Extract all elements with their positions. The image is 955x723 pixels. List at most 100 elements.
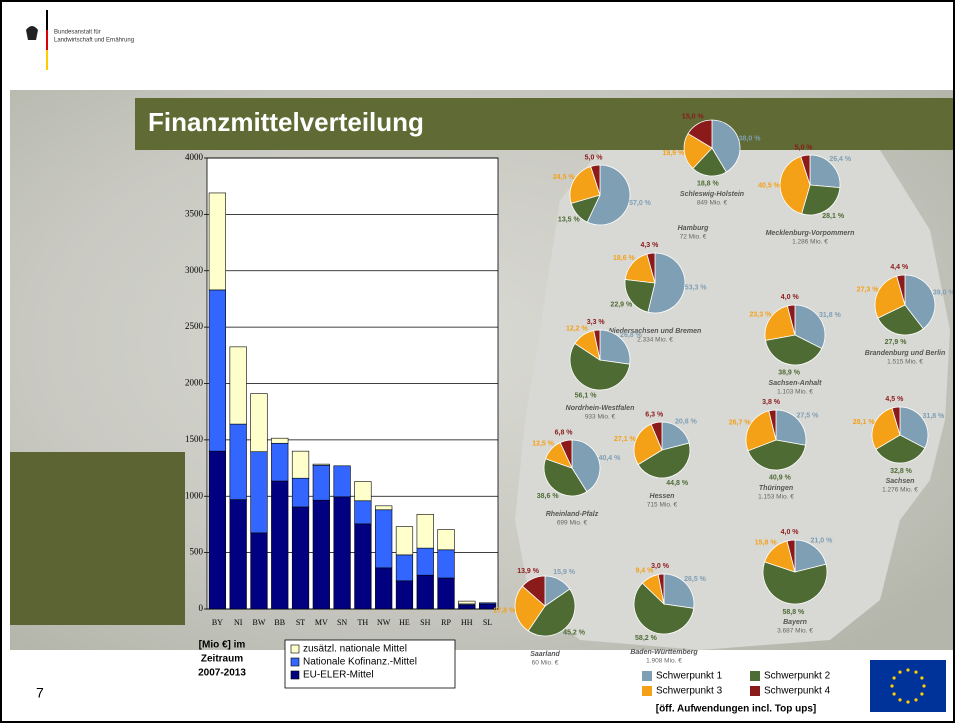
bar-segment xyxy=(396,555,413,581)
green-block xyxy=(10,452,185,625)
x-tick-label: HH xyxy=(461,618,473,627)
bar-segment xyxy=(375,510,392,568)
pie-label: 56,1 % xyxy=(575,392,598,399)
region-name: Schleswig-Holstein xyxy=(680,191,744,198)
region-amount: 1.286 Mio. € xyxy=(792,239,828,246)
pie-label: 58,2 % xyxy=(635,635,658,642)
region-name: Rheinland-Pfalz xyxy=(546,511,599,518)
bar-segment xyxy=(271,443,288,481)
pie-label: 28,1 % xyxy=(822,213,845,220)
bar-segment xyxy=(251,452,268,533)
pie-label: 12,5 % xyxy=(532,441,555,448)
region-amount: 2.334 Mio. € xyxy=(637,337,673,344)
y-tick-label: 2500 xyxy=(185,321,204,331)
pie-label: 20,8 % xyxy=(675,418,698,425)
region-name: Thüringen xyxy=(759,485,793,492)
bar-segment xyxy=(313,464,330,465)
pie-label: 38,9 % xyxy=(778,369,801,376)
pie-label: 3,0 % xyxy=(651,563,670,570)
pie-label: 24,5 % xyxy=(553,174,576,181)
bar-segment xyxy=(292,507,309,609)
pie-label: 6,3 % xyxy=(645,412,664,419)
x-tick-label: SL xyxy=(483,618,492,627)
region-amount: 1.103 Mio. € xyxy=(777,389,813,396)
pie-label: 53,3 % xyxy=(685,284,708,291)
region-name: Bayern xyxy=(783,619,807,626)
bar-segment xyxy=(417,548,434,575)
bar-segment xyxy=(375,506,392,510)
bar-segment xyxy=(313,500,330,609)
region-name: Brandenburg und Berlin xyxy=(865,350,946,357)
bar-segment xyxy=(459,605,476,609)
bar-segment xyxy=(292,478,309,507)
bar-segment xyxy=(334,497,351,609)
bar-segment xyxy=(417,575,434,609)
pie-label: 3,3 % xyxy=(587,319,606,326)
pie-label: 3,8 % xyxy=(762,399,781,406)
map-legend-swatch xyxy=(750,686,760,696)
pie-label: 22,9 % xyxy=(610,302,633,309)
region-name: Mecklenburg-Vorpommern xyxy=(766,230,855,237)
pie-label: 18,8 % xyxy=(697,181,720,188)
bar-segment xyxy=(251,394,268,452)
bar-segment xyxy=(209,193,226,290)
org-name: Bundesanstalt für xyxy=(54,30,101,36)
unit-note: [Mio €] im xyxy=(199,640,246,651)
x-tick-label: BY xyxy=(212,618,223,627)
bar-segment xyxy=(334,466,351,497)
eagle-logo xyxy=(26,26,38,40)
pie-label: 26,7 % xyxy=(729,419,752,426)
bar-segment xyxy=(375,568,392,609)
pie-label: 31,8 % xyxy=(819,312,842,319)
map-legend-label: Schwerpunkt 4 xyxy=(764,686,831,697)
bar-segment xyxy=(355,501,372,524)
pie-label: 40,9 % xyxy=(769,475,792,482)
region-amount: 715 Mio. € xyxy=(647,502,678,509)
pie-label: 27,9 % xyxy=(885,339,908,346)
y-tick-label: 1000 xyxy=(185,490,204,500)
region-amount: 1.276 Mio. € xyxy=(882,487,918,494)
page-number: 7 xyxy=(36,685,44,701)
y-tick-label: 1500 xyxy=(185,434,204,444)
x-tick-label: RP xyxy=(441,618,451,627)
y-tick-label: 3500 xyxy=(185,208,204,218)
bar-segment xyxy=(355,482,372,501)
map-legend-swatch xyxy=(750,671,760,681)
region-amount: 933 Mio. € xyxy=(585,414,616,421)
bar-segment xyxy=(396,527,413,555)
pie-label: 4,4 % xyxy=(890,264,909,271)
pie-label: 26,5 % xyxy=(684,576,707,583)
region-name: Sachsen xyxy=(886,478,915,485)
region-name: Sachsen-Anhalt xyxy=(769,380,823,387)
pie-label: 4,5 % xyxy=(885,396,904,403)
pie-label: 15,8 % xyxy=(755,540,778,547)
pie-label: 26,8 % xyxy=(620,332,643,339)
pie-label: 27,5 % xyxy=(797,412,820,419)
pie-label: 12,2 % xyxy=(566,325,589,332)
x-tick-label: BB xyxy=(274,618,285,627)
bar-segment xyxy=(251,533,268,609)
pie-label: 15,0 % xyxy=(682,113,705,120)
x-tick-label: BW xyxy=(253,618,266,627)
x-tick-label: SH xyxy=(420,618,430,627)
bar-segment xyxy=(271,438,288,443)
pie-label: 4,0 % xyxy=(781,529,800,536)
region-amount: 3.687 Mio. € xyxy=(777,628,813,635)
bar-segment xyxy=(438,578,455,609)
pie-label: 18,6 % xyxy=(613,255,636,262)
region-name: Hessen xyxy=(650,493,675,500)
pie-label: 39,0 % xyxy=(933,290,955,297)
pie-label: 5,0 % xyxy=(795,144,814,151)
bar-segment xyxy=(479,603,496,604)
bar-segment xyxy=(230,500,247,609)
legend-label: Nationale Kofinanz.-Mittel xyxy=(303,657,417,668)
bar-segment xyxy=(209,451,226,609)
x-tick-label: NW xyxy=(377,618,391,627)
map-legend-swatch xyxy=(642,671,652,681)
bar-segment xyxy=(438,550,455,578)
map-note: [öff. Aufwendungen incl. Top ups] xyxy=(656,704,817,715)
x-tick-label: SN xyxy=(337,618,347,627)
region-amount: 60 Mio. € xyxy=(532,660,559,667)
region-amount: 1.908 Mio. € xyxy=(646,658,682,665)
region-amount: 699 Mio. € xyxy=(557,520,588,527)
